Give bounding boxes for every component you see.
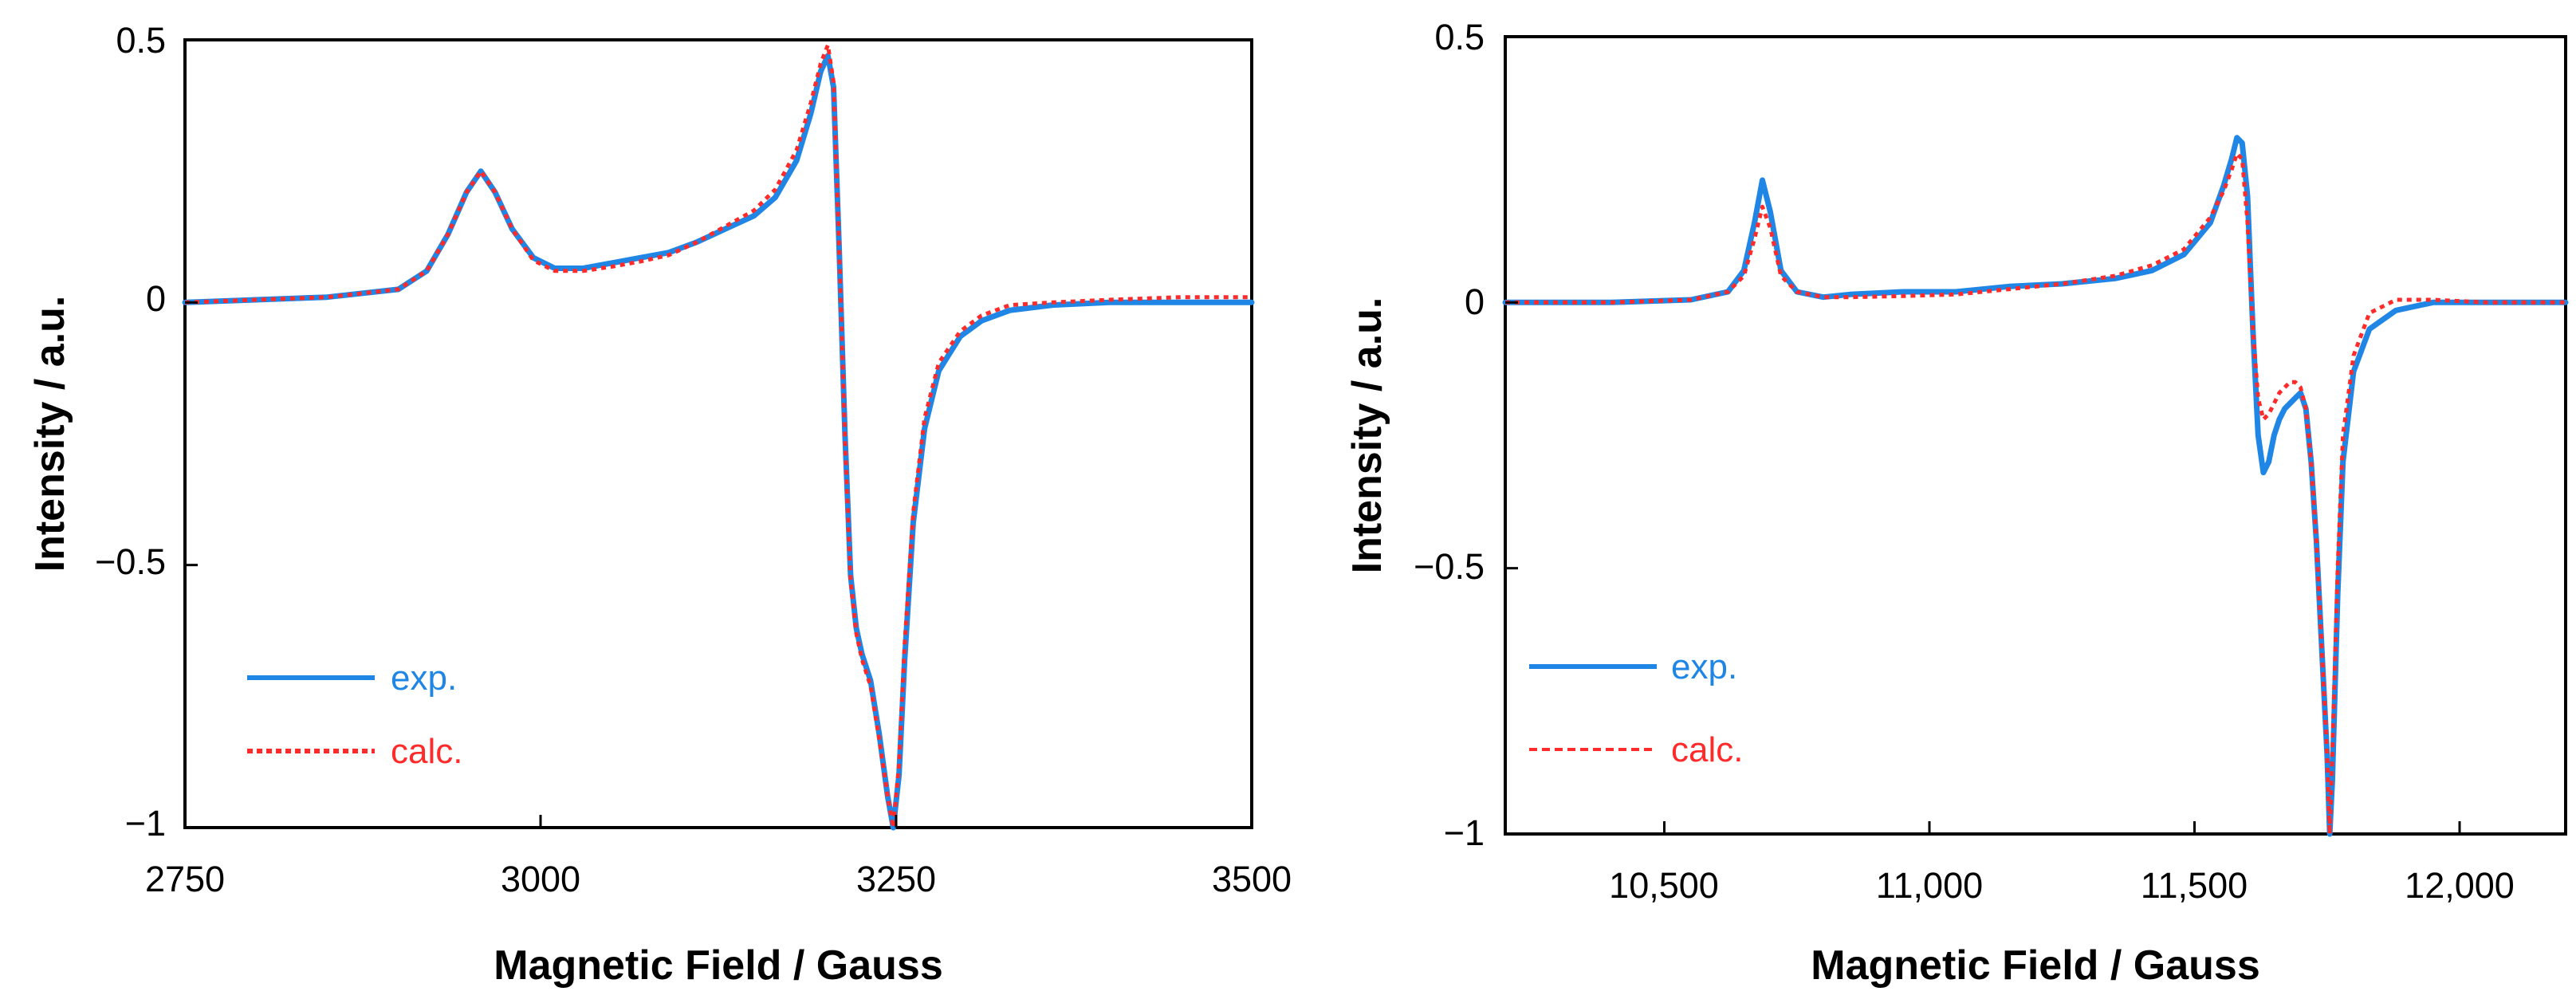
x-tick-label-11000: 11,000 — [1876, 865, 1983, 906]
series-line-calc — [1505, 151, 2566, 836]
x-tick-label-2750: 2750 — [145, 859, 225, 899]
legend-calc-label: calc. — [1671, 730, 1743, 769]
x-tick-label-3250: 3250 — [856, 859, 936, 899]
right-chart-panel: 0.5 0 −0.5 −1 10,500 11,000 11,500 12,00… — [1344, 17, 2569, 989]
x-axis-ticks — [183, 815, 1253, 828]
y-axis-ticks — [1505, 35, 1518, 836]
left-chart-panel: 0.5 0 −0.5 −1 2750 3000 3250 3500 Magnet… — [27, 20, 1292, 989]
series-layer — [1502, 135, 2569, 837]
y-tick-label-0: 0 — [146, 278, 166, 319]
x-tick-label-12000: 12,000 — [2405, 865, 2515, 906]
y-tick-label-neg-0.5: −0.5 — [1414, 546, 1485, 587]
series-line-exp — [1502, 135, 2569, 837]
x-tick-label-10500: 10,500 — [1609, 865, 1719, 906]
y-tick-label-neg-1: −1 — [125, 803, 166, 844]
legend: exp. calc. — [1529, 647, 1743, 769]
series-layer — [182, 43, 1255, 831]
x-axis-title: Magnetic Field / Gauss — [494, 942, 942, 989]
series-line-calc — [184, 43, 1252, 830]
y-tick-label-neg-1: −1 — [1444, 812, 1485, 853]
y-axis-title: Intensity / a.u. — [1344, 297, 1390, 574]
x-tick-label-3000: 3000 — [501, 859, 580, 899]
y-axis-title: Intensity / a.u. — [27, 296, 73, 572]
y-axis-ticks — [185, 38, 198, 829]
x-tick-label-11500: 11,500 — [2141, 865, 2248, 906]
y-tick-label-0.5: 0.5 — [1434, 17, 1485, 57]
legend-exp-label: exp. — [1671, 647, 1737, 686]
legend-exp-label: exp. — [391, 659, 457, 698]
legend: exp. calc. — [247, 659, 462, 771]
y-tick-label-0.5: 0.5 — [116, 20, 166, 61]
x-axis-ticks — [1663, 821, 2461, 834]
y-tick-label-0: 0 — [1465, 281, 1485, 322]
y-tick-label-neg-0.5: −0.5 — [95, 541, 166, 582]
plot-frame — [183, 38, 1253, 829]
x-tick-label-3500: 3500 — [1212, 859, 1292, 899]
legend-calc-label: calc. — [391, 732, 462, 771]
plot-frame — [1504, 35, 2567, 836]
series-line-exp — [182, 53, 1255, 831]
x-axis-title: Magnetic Field / Gauss — [1811, 942, 2259, 989]
